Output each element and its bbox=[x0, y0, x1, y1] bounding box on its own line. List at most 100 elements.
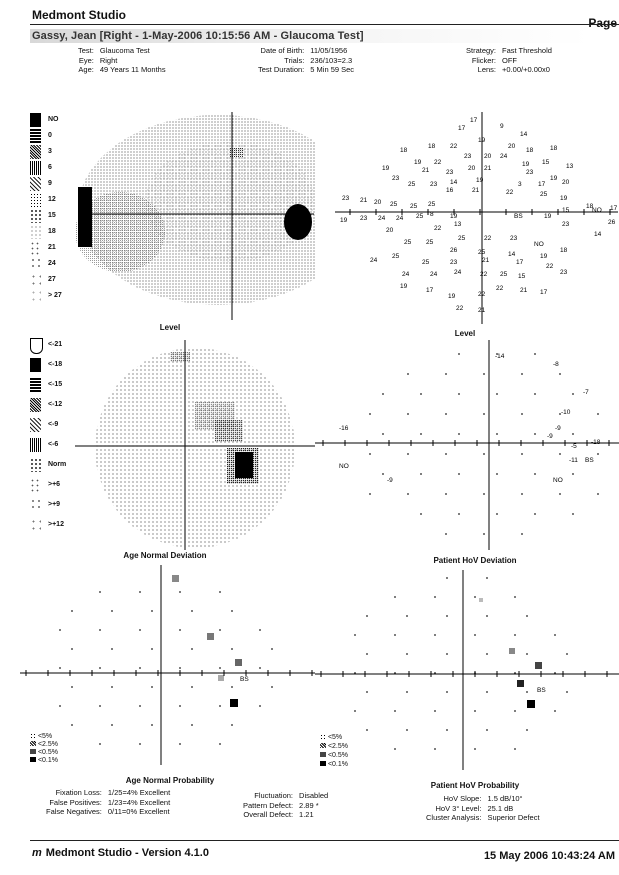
sensitivity-value: 14 bbox=[594, 231, 602, 238]
field-test-point bbox=[191, 724, 193, 726]
test-info-middle: Date of Birth: 11/05/1956 Trials: 236/103=… bbox=[258, 46, 354, 75]
reliability-stats: Fixation Loss: 1/25=4% Excellent False Po… bbox=[46, 788, 170, 817]
field-test-point bbox=[179, 705, 181, 707]
footer-divider bbox=[30, 840, 619, 841]
field-test-point bbox=[111, 724, 113, 726]
sensitivity-value: 19 bbox=[522, 161, 530, 168]
dob-label: Date of Birth: bbox=[260, 46, 305, 55]
sensitivity-value: 22 bbox=[434, 159, 442, 166]
field-test-point bbox=[434, 748, 436, 750]
legend-label: NO bbox=[48, 116, 59, 123]
field-test-point bbox=[458, 433, 460, 435]
sensitivity-value: 25 bbox=[458, 235, 466, 242]
field-test-point bbox=[394, 596, 396, 598]
hov3-label: HoV 3° Level: bbox=[435, 803, 482, 813]
sensitivity-value: 25 bbox=[416, 213, 424, 220]
field-test-point bbox=[434, 596, 436, 598]
lens-value: +0.00/+0.00x0 bbox=[502, 65, 550, 74]
field-test-point bbox=[483, 533, 485, 535]
sensitivity-value: NO bbox=[534, 241, 544, 248]
field-test-point bbox=[219, 743, 221, 745]
sensitivity-value: 25 bbox=[428, 201, 436, 208]
level-value: -16 bbox=[339, 425, 349, 432]
legend-swatch bbox=[30, 338, 43, 354]
field-test-point bbox=[179, 591, 181, 593]
false-negatives-value: 0/11=0% Excellent bbox=[107, 807, 170, 816]
legend-label: 9 bbox=[48, 180, 52, 187]
fixation-loss-label: Fixation Loss: bbox=[55, 788, 102, 797]
sensitivity-value: 19 bbox=[340, 217, 348, 224]
level-value: -10 bbox=[561, 409, 571, 416]
field-test-point bbox=[486, 615, 488, 617]
field-test-point bbox=[496, 513, 498, 515]
field-test-point bbox=[445, 453, 447, 455]
sensitivity-value: 17 bbox=[426, 287, 434, 294]
field-test-point bbox=[446, 615, 448, 617]
sensitivity-value: 23 bbox=[360, 215, 368, 222]
probability-mark bbox=[517, 680, 524, 687]
field-test-point bbox=[474, 748, 476, 750]
field-test-point bbox=[496, 433, 498, 435]
sensitivity-value: 22 bbox=[484, 235, 492, 242]
sensitivity-value: 17 bbox=[610, 205, 618, 212]
sensitivity-value: 13 bbox=[566, 163, 574, 170]
trials-value: 236/103=2.3 bbox=[310, 55, 353, 65]
legend-label: >+6 bbox=[48, 481, 61, 488]
sensitivity-value: 14 bbox=[520, 131, 528, 138]
sensitivity-value: 25 bbox=[408, 181, 416, 188]
sensitivity-value: 21 bbox=[472, 187, 480, 194]
field-test-point bbox=[566, 691, 568, 693]
field-test-point bbox=[151, 648, 153, 650]
cluster-analysis-label: Cluster Analysis: bbox=[426, 813, 482, 822]
sensitivity-value: 17 bbox=[516, 259, 524, 266]
field-test-point bbox=[139, 743, 141, 745]
probability-legend-left: <5% <2.5% <0.5% <0.1% bbox=[30, 733, 58, 765]
sensitivity-value: 19 bbox=[382, 165, 390, 172]
field-test-point bbox=[366, 729, 368, 731]
sensitivity-value: 21 bbox=[520, 287, 528, 294]
test-info-right: Strategy: Fast Threshold Flicker: OFF Lens… bbox=[466, 46, 552, 75]
field-test-point bbox=[514, 596, 516, 598]
field-test-point bbox=[483, 413, 485, 415]
legend-swatch bbox=[30, 177, 41, 191]
flicker-label: Flicker: bbox=[471, 55, 497, 65]
sensitivity-value: 25 bbox=[404, 239, 412, 246]
probability-legend-right: <5% <2.5% <0.5% <0.1% bbox=[320, 733, 348, 769]
field-test-point bbox=[139, 667, 141, 669]
field-test-point bbox=[597, 453, 599, 455]
field-test-point bbox=[534, 393, 536, 395]
header-divider bbox=[30, 24, 619, 25]
field-test-point bbox=[406, 653, 408, 655]
no-response-label: NO bbox=[553, 477, 563, 484]
sensitivity-value: 19 bbox=[476, 177, 484, 184]
field-test-point bbox=[514, 672, 516, 674]
blind-spot-label: BS bbox=[585, 457, 594, 464]
level-value: -7 bbox=[583, 389, 589, 396]
field-test-point bbox=[446, 653, 448, 655]
field-test-point bbox=[71, 724, 73, 726]
probability-mark bbox=[235, 659, 242, 666]
probability-mark bbox=[207, 633, 214, 640]
app-title: Medmont Studio bbox=[32, 8, 126, 22]
legend-swatch bbox=[30, 498, 41, 512]
legend-swatch bbox=[30, 225, 41, 239]
legend-swatch bbox=[30, 358, 41, 372]
field-test-point bbox=[420, 393, 422, 395]
strategy-label: Strategy: bbox=[466, 46, 497, 55]
hov-deviation-label: Patient HoV Deviation bbox=[433, 556, 517, 565]
sensitivity-value: 25 bbox=[392, 253, 400, 260]
field-test-point bbox=[521, 533, 523, 535]
blind-spot-dark bbox=[235, 452, 253, 478]
legend-label: <-6 bbox=[48, 441, 59, 448]
legend-label: <-15 bbox=[48, 381, 63, 388]
level-value: -5 bbox=[571, 443, 577, 450]
sensitivity-value: 19 bbox=[544, 213, 552, 220]
field-test-point bbox=[271, 648, 273, 650]
field-test-point bbox=[458, 473, 460, 475]
legend-swatch bbox=[30, 129, 41, 143]
sensitivity-value: 19 bbox=[450, 213, 458, 220]
test-value: Glaucoma Test bbox=[99, 46, 150, 55]
field-test-point bbox=[231, 648, 233, 650]
field-test-point bbox=[534, 513, 536, 515]
